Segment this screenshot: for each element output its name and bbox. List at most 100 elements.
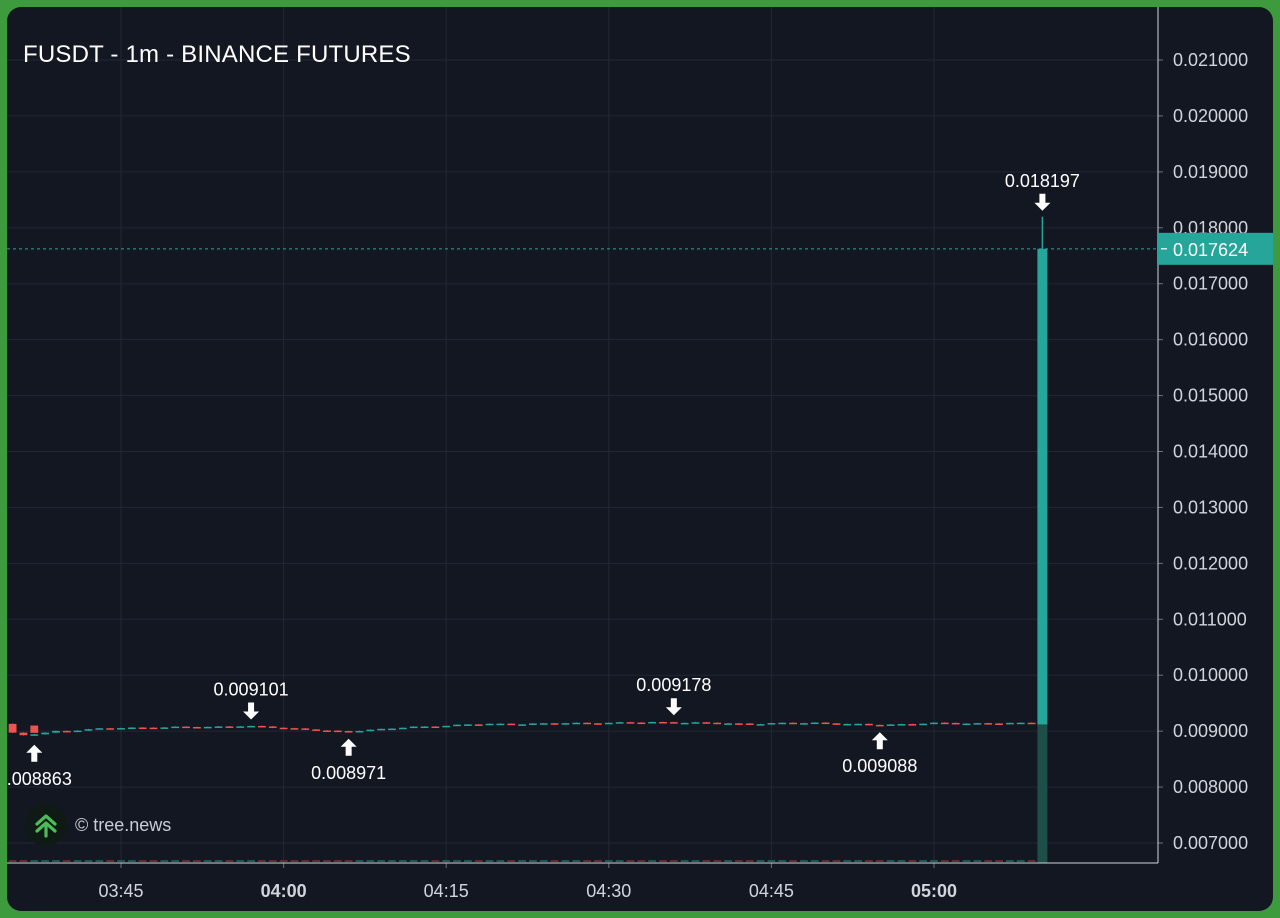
candle-body[interactable] (984, 723, 993, 725)
candle-body[interactable] (1027, 722, 1036, 725)
candle-body[interactable] (843, 723, 852, 726)
candle-body[interactable] (561, 723, 570, 725)
candle-body[interactable] (810, 722, 819, 725)
candle-body[interactable] (919, 723, 928, 726)
candle-body[interactable] (138, 727, 147, 730)
candle-body[interactable] (659, 721, 667, 724)
candlesticks[interactable] (8, 216, 1048, 736)
candle-body[interactable] (442, 725, 451, 728)
candle-body[interactable] (518, 724, 526, 726)
candle-body[interactable] (203, 726, 212, 729)
candle-body[interactable] (529, 723, 537, 725)
candle-body[interactable] (377, 728, 386, 731)
time-axis[interactable]: 03:45 04:00 04:15 04:30 04:45 05:00 (7, 862, 1158, 901)
candle-body[interactable] (604, 722, 613, 725)
candle-body[interactable] (800, 723, 808, 725)
candle-body[interactable] (550, 723, 559, 725)
candle-body[interactable] (323, 730, 331, 732)
candle-body[interactable] (171, 726, 180, 729)
candle-body[interactable] (30, 734, 39, 736)
candle-body[interactable] (463, 724, 472, 726)
candle-body[interactable] (62, 730, 71, 733)
candle-body[interactable] (691, 722, 700, 724)
candle-body[interactable] (626, 722, 635, 724)
candle-body[interactable] (268, 726, 277, 728)
candle-body[interactable] (680, 722, 689, 725)
candle-body[interactable] (192, 726, 201, 729)
candle-body[interactable] (388, 728, 396, 731)
price-chart[interactable]: 0.008863 0.009101 0.008971 0.009178 0.009088… (7, 7, 1273, 911)
candle-body[interactable] (279, 727, 288, 730)
candle-body[interactable] (865, 723, 873, 726)
spike-candle-body[interactable] (1037, 248, 1048, 725)
candle-body[interactable] (669, 722, 678, 724)
candle-body[interactable] (539, 723, 548, 725)
candle-body[interactable] (875, 724, 884, 727)
candle-body[interactable] (236, 726, 245, 728)
candle-body[interactable] (301, 728, 310, 730)
candle-body[interactable] (1016, 722, 1025, 725)
candle-body[interactable] (52, 730, 60, 733)
candle-body[interactable] (290, 728, 299, 730)
candle-body[interactable] (106, 728, 115, 730)
candle-body[interactable] (258, 725, 266, 728)
candle-body[interactable] (496, 723, 505, 726)
candle-body[interactable] (182, 726, 190, 729)
candle-body[interactable] (637, 722, 646, 725)
candle-body[interactable] (594, 723, 602, 725)
candle-body[interactable] (745, 723, 754, 725)
candle-body[interactable] (366, 729, 375, 732)
candle-body[interactable] (41, 732, 50, 735)
candle-body[interactable] (821, 722, 830, 725)
candle-body[interactable] (84, 729, 93, 731)
candle-body[interactable] (886, 724, 895, 726)
candle-body[interactable] (778, 722, 787, 725)
candle-body[interactable] (160, 727, 169, 729)
candle-body[interactable] (789, 722, 797, 725)
candle-body[interactable] (214, 726, 223, 728)
candle-body[interactable] (333, 730, 342, 733)
candle-body[interactable] (431, 726, 440, 729)
candle-body[interactable] (897, 724, 906, 726)
candle-body[interactable] (19, 732, 28, 736)
candle-body[interactable] (117, 728, 125, 730)
candle-body[interactable] (702, 722, 711, 724)
candle-body[interactable] (995, 723, 1003, 725)
candle-body[interactable] (73, 730, 82, 733)
candle-body[interactable] (420, 726, 429, 729)
price-axis[interactable]: 0.021000 0.020000 0.019000 0.018000 0.017000… (1157, 7, 1273, 863)
candle-body[interactable] (832, 723, 841, 725)
candle-body[interactable] (485, 723, 494, 726)
candle-body[interactable] (225, 726, 234, 728)
candle-body[interactable] (940, 722, 949, 725)
candle-body[interactable] (1005, 722, 1014, 725)
candle-body[interactable] (30, 725, 39, 733)
candle-body[interactable] (453, 724, 461, 727)
candle-body[interactable] (507, 723, 516, 726)
candle-body[interactable] (962, 723, 971, 726)
candle-body[interactable] (344, 731, 353, 733)
candle-body[interactable] (713, 722, 722, 725)
candle-body[interactable] (312, 729, 321, 731)
candle-body[interactable] (583, 722, 592, 725)
candle-body[interactable] (724, 723, 732, 725)
candle-body[interactable] (648, 721, 657, 724)
candle-body[interactable] (908, 724, 917, 726)
candle-body[interactable] (398, 727, 407, 730)
candle-body[interactable] (8, 723, 17, 733)
candle-body[interactable] (95, 728, 104, 730)
candle-body[interactable] (247, 725, 255, 728)
candle-body[interactable] (930, 722, 938, 725)
candle-body[interactable] (409, 726, 418, 729)
candle-body[interactable] (756, 724, 765, 726)
candle-body[interactable] (951, 722, 960, 725)
candle-body[interactable] (615, 722, 624, 724)
candle-body[interactable] (854, 723, 863, 726)
candle-body[interactable] (572, 722, 581, 725)
candle-body[interactable] (767, 723, 776, 725)
candle-body[interactable] (973, 723, 982, 725)
candle-body[interactable] (149, 727, 158, 730)
candle-body[interactable] (127, 727, 136, 730)
candle-body[interactable] (734, 723, 743, 725)
candle-body[interactable] (355, 730, 364, 733)
